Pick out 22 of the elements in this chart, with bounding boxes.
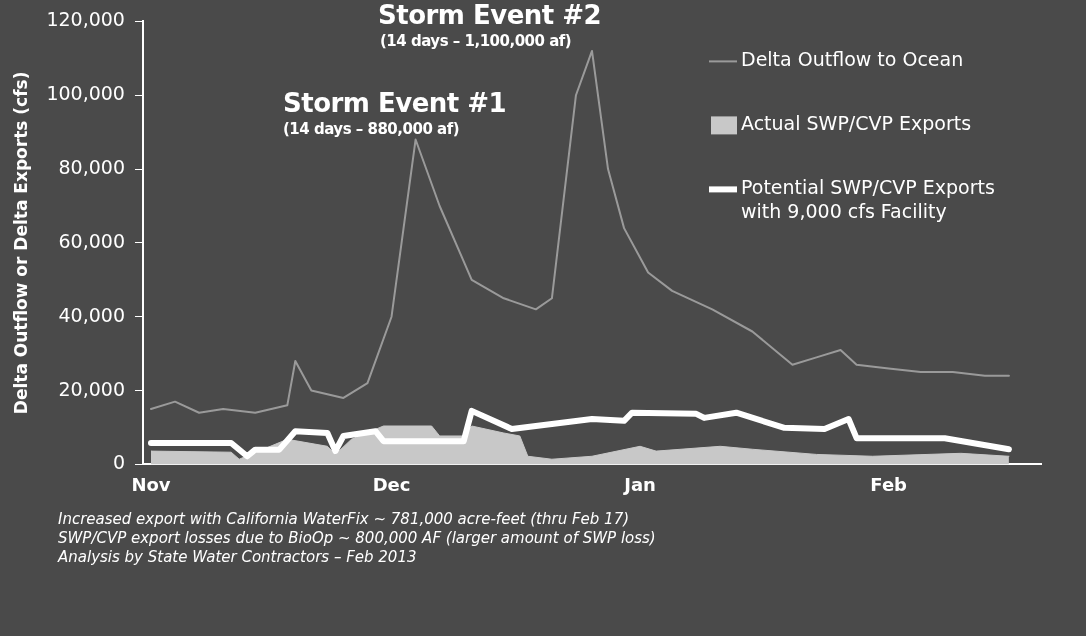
legend-label: Actual SWP/CVP Exports: [741, 112, 972, 135]
y-tick-label: 60,000: [58, 229, 125, 252]
annotation: Storm Event #2: [378, 0, 602, 30]
x-tick-label: Nov: [131, 473, 171, 495]
x-tick-label: Feb: [870, 473, 908, 495]
x-tick-label: Jan: [622, 473, 656, 495]
annotation: Storm Event #1: [283, 88, 507, 118]
text: Increased export with California WaterFix ~ 781,000 acre-feet (thru Feb 17): [58, 510, 631, 529]
legend-label: Potential SWP/CVP Exports with 9,000 cfs Facility: [741, 176, 995, 223]
y-tick-label: 20,000: [58, 377, 125, 400]
text: SWP/CVP export losses due to BioOp ~ 800,000 AF (larger amount of SWP loss): [58, 529, 656, 548]
y-tick-label: 100,000: [46, 82, 125, 105]
legend-label: Delta Outflow to Ocean: [741, 48, 964, 71]
y-tick-label: 40,000: [58, 303, 125, 326]
y-tick-label: 0: [112, 451, 125, 474]
annotation: (14 days – 880,000 af): [283, 120, 460, 138]
x-tick-label: Dec: [372, 473, 411, 495]
text: Analysis by State Water Contractors – Feb 2013: [58, 548, 418, 567]
annotation: (14 days – 1,100,000 af): [380, 32, 572, 50]
y-tick-label: 80,000: [58, 156, 125, 178]
y-axis-title: Delta Outflow or Delta Exports (cfs): [10, 71, 31, 415]
y-tick-label: 120,000: [46, 8, 125, 31]
